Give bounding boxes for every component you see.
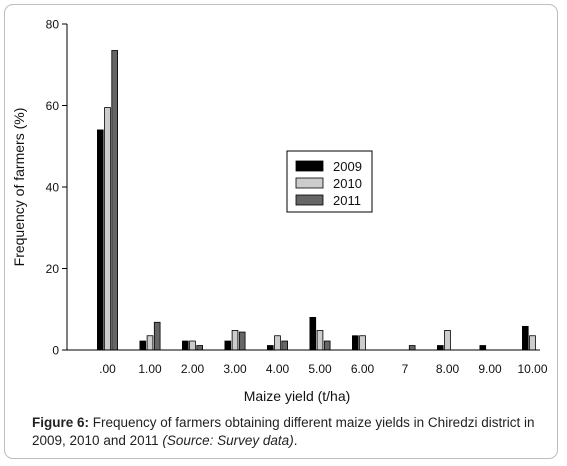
legend: 2009 2010 2011 [286,150,373,213]
y-axis-label: Frequency of farmers (%) [11,108,27,267]
bar-2011-1 [153,321,161,351]
x-tick-label: 7 [402,362,409,376]
x-tick-label: 2.00 [181,362,205,376]
bar-2011-3 [238,331,246,351]
x-tick-label: 8.00 [436,362,460,376]
legend-swatch-2010 [295,177,324,189]
bar-2009-8 [436,345,444,351]
legend-label-2011: 2011 [333,193,361,208]
bar-2009-5 [309,316,317,351]
bar-2011-4 [281,340,288,351]
bar-2010-8 [444,330,451,351]
bar-2011-2 [196,345,204,351]
bar-2010-1 [146,335,154,351]
legend-label-2009: 2009 [333,159,362,174]
figure-frame [4,4,558,459]
y-tick-label: 60 [46,99,60,113]
y-tick-label: 0 [52,344,59,358]
bar-2010-10 [529,335,536,351]
caption-text: Frequency of farmers obtaining different… [32,415,535,448]
caption-end: . [293,433,298,448]
bar-2009-6 [351,335,359,351]
x-tick-label: 10.00 [517,362,547,376]
caption-figure-label: Figure 6: [32,415,90,430]
figure-caption: Figure 6: Frequency of farmers obtaining… [32,414,542,450]
bar-2010-2 [189,340,196,351]
legend-swatch-2009 [295,160,324,172]
y-tick-label: 80 [46,18,60,32]
bar-2011-7 [408,345,416,351]
chart: 0 20 40 60 80 .00 1.00 2.00 3.00 4.00 5.00 6.00 7 8.0… [11,18,548,405]
y-tick-label: 20 [46,262,60,276]
x-tick-label: 3.00 [223,362,247,376]
bar-2009-10 [522,325,529,351]
caption-source: (Source: Survey data) [162,433,294,448]
legend-label-2010: 2010 [333,176,362,191]
x-tick-label: 5.00 [308,362,332,376]
bar-2009-4 [266,345,274,351]
x-tick-label: 9.00 [478,362,502,376]
bars-layer [97,50,536,351]
x-axis-label: Maize yield (t/ha) [244,388,351,404]
bar-2010-6 [359,335,366,351]
bar-2009-2 [181,340,189,351]
bar-2010-3 [231,330,239,351]
x-tick-label: 1.00 [138,362,162,376]
bar-2009-0 [97,129,104,351]
x-tick-label: 6.00 [351,362,375,376]
y-tick-label: 40 [46,181,60,195]
x-tick-label: 4.00 [266,362,290,376]
bar-2010-5 [316,330,324,351]
bar-2010-4 [274,335,281,351]
axes-layer: 0 20 40 60 80 .00 1.00 2.00 3.00 4.00 5.00 6.00 7 8.0… [46,18,548,377]
bar-2011-0 [111,50,119,351]
bar-2009-3 [224,340,232,351]
bar-2009-1 [139,340,147,351]
bar-2011-5 [323,340,331,351]
bar-2009-9 [479,345,487,351]
x-tick-label: .00 [99,362,116,376]
legend-swatch-2011 [295,194,324,206]
bar-2010-0 [104,107,111,351]
